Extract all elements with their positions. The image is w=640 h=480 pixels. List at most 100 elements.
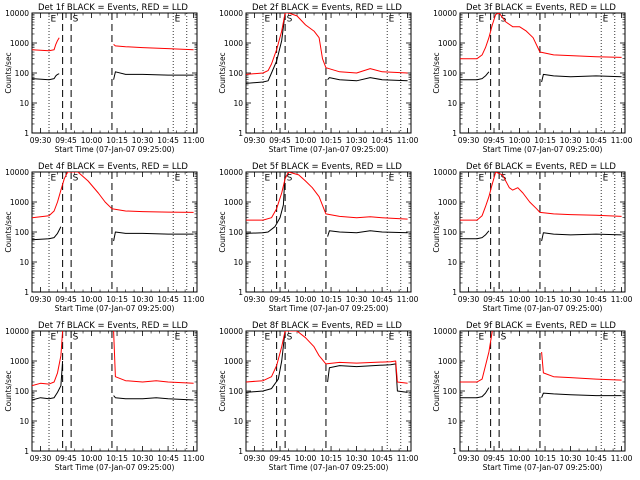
x-tick-label: 10:45 [371,136,393,145]
x-tick-label: 10:00 [509,136,531,145]
series-line-lld [460,13,622,60]
y-tick-label: 1000 [438,198,457,207]
x-tick-label: 10:15 [534,454,556,463]
x-tick-label: 10:15 [320,295,342,304]
series-line-events [246,13,408,84]
x-tick-label: 09:45 [483,454,505,463]
marker-label: E [479,333,485,343]
y-tick-label: 100 [443,69,458,78]
marker-label: S [287,15,293,25]
marker-label: S [501,174,507,184]
panel-title: Det 6f BLACK = Events, RED = LLD [466,162,616,172]
panel-det-7: Det 7f BLACK = Events, RED = LLD 1 10 100 10… [4,321,205,472]
x-tick-label: 10:45 [585,136,607,145]
series-line-events [246,331,408,393]
y-tick-label: 1000 [438,39,457,48]
panel-det-9: Det 9f BLACK = Events, RED = LLD 1 10 100 10… [432,321,633,472]
marker-label: E [175,15,181,25]
y-axis-label: Counts/sec [432,52,441,93]
y-tick-label: 10000 [5,9,29,18]
x-tick-label: 10:00 [295,454,317,463]
series-line-lld [246,172,408,221]
y-axis-label: Counts/sec [432,211,441,252]
marker-label: E [389,174,395,184]
panel-title: Det 8f BLACK = Events, RED = LLD [252,321,402,331]
series-line-events [460,71,622,83]
x-tick-label: 09:45 [269,136,291,145]
series-line-lld [246,331,408,384]
marker-label: E [175,333,181,343]
x-axis-label: Start Time (07-Jan-07 09:25:00) [55,463,175,472]
y-tick-label: 1 [452,129,457,138]
x-tick-label: 11:00 [611,454,633,463]
x-tick-label: 10:45 [371,295,393,304]
x-tick-label: 11:00 [397,136,419,145]
y-tick-label: 10 [19,99,29,108]
marker-label: E [175,174,181,184]
marker-label: E [51,174,57,184]
x-tick-label: 09:30 [458,295,480,304]
x-tick-label: 11:00 [183,136,205,145]
x-tick-label: 09:45 [55,295,77,304]
y-tick-label: 1000 [10,198,29,207]
y-tick-label: 10 [447,417,457,426]
panel-det-4: Det 4f BLACK = Events, RED = LLD 1 10 100 10… [4,162,205,313]
x-tick-label: 11:00 [611,136,633,145]
plot-frame [245,330,412,452]
plot-frame [245,12,412,134]
y-tick-label: 10 [233,258,243,267]
marker-label: E [389,333,395,343]
y-axis-label: Counts/sec [218,370,227,411]
x-tick-label: 10:00 [509,295,531,304]
plot-frame [459,330,626,452]
x-tick-label: 09:30 [30,295,52,304]
y-tick-label: 100 [443,228,458,237]
x-axis-label: Start Time (07-Jan-07 09:25:00) [55,145,175,154]
y-axis-label: Counts/sec [432,370,441,411]
y-tick-label: 1000 [224,39,243,48]
x-axis-label: Start Time (07-Jan-07 09:25:00) [483,463,603,472]
plot-frame [31,171,198,293]
y-tick-label: 100 [229,69,244,78]
marker-label: S [287,333,293,343]
marker-label: E [265,333,271,343]
x-axis-label: Start Time (07-Jan-07 09:25:00) [483,145,603,154]
y-tick-label: 10000 [5,168,29,177]
plot-frame [459,12,626,134]
series-line-events [32,71,194,81]
x-tick-label: 10:30 [346,454,368,463]
y-tick-label: 1000 [438,357,457,366]
marker-label: S [287,174,293,184]
marker-label: E [51,15,57,25]
x-tick-label: 10:00 [295,295,317,304]
x-tick-label: 10:15 [320,136,342,145]
y-tick-label: 10 [447,99,457,108]
x-tick-label: 11:00 [397,454,419,463]
x-axis-label: Start Time (07-Jan-07 09:25:00) [269,463,389,472]
x-axis-label: Start Time (07-Jan-07 09:25:00) [483,304,603,313]
y-tick-label: 100 [15,387,30,396]
x-tick-label: 10:15 [106,454,128,463]
x-tick-label: 10:30 [132,136,154,145]
panel-title: Det 1f BLACK = Events, RED = LLD [38,3,188,13]
marker-label: E [603,15,609,25]
x-tick-label: 11:00 [397,295,419,304]
panel-det-3: Det 3f BLACK = Events, RED = LLD 1 10 100 10… [432,3,633,154]
y-tick-label: 10 [19,258,29,267]
x-tick-label: 10:15 [534,136,556,145]
y-axis-label: Counts/sec [4,370,13,411]
x-axis-label: Start Time (07-Jan-07 09:25:00) [269,304,389,313]
y-tick-label: 10 [19,417,29,426]
x-tick-label: 10:00 [509,454,531,463]
series-line-events [460,230,622,242]
marker-label: E [603,333,609,343]
x-tick-label: 09:45 [55,454,77,463]
series-line-lld [460,331,622,383]
y-tick-label: 1 [24,288,29,297]
x-tick-label: 10:15 [106,136,128,145]
x-axis-label: Start Time (07-Jan-07 09:25:00) [269,145,389,154]
y-axis-label: Counts/sec [218,52,227,93]
y-tick-label: 10000 [219,9,243,18]
y-tick-label: 10000 [433,9,457,18]
